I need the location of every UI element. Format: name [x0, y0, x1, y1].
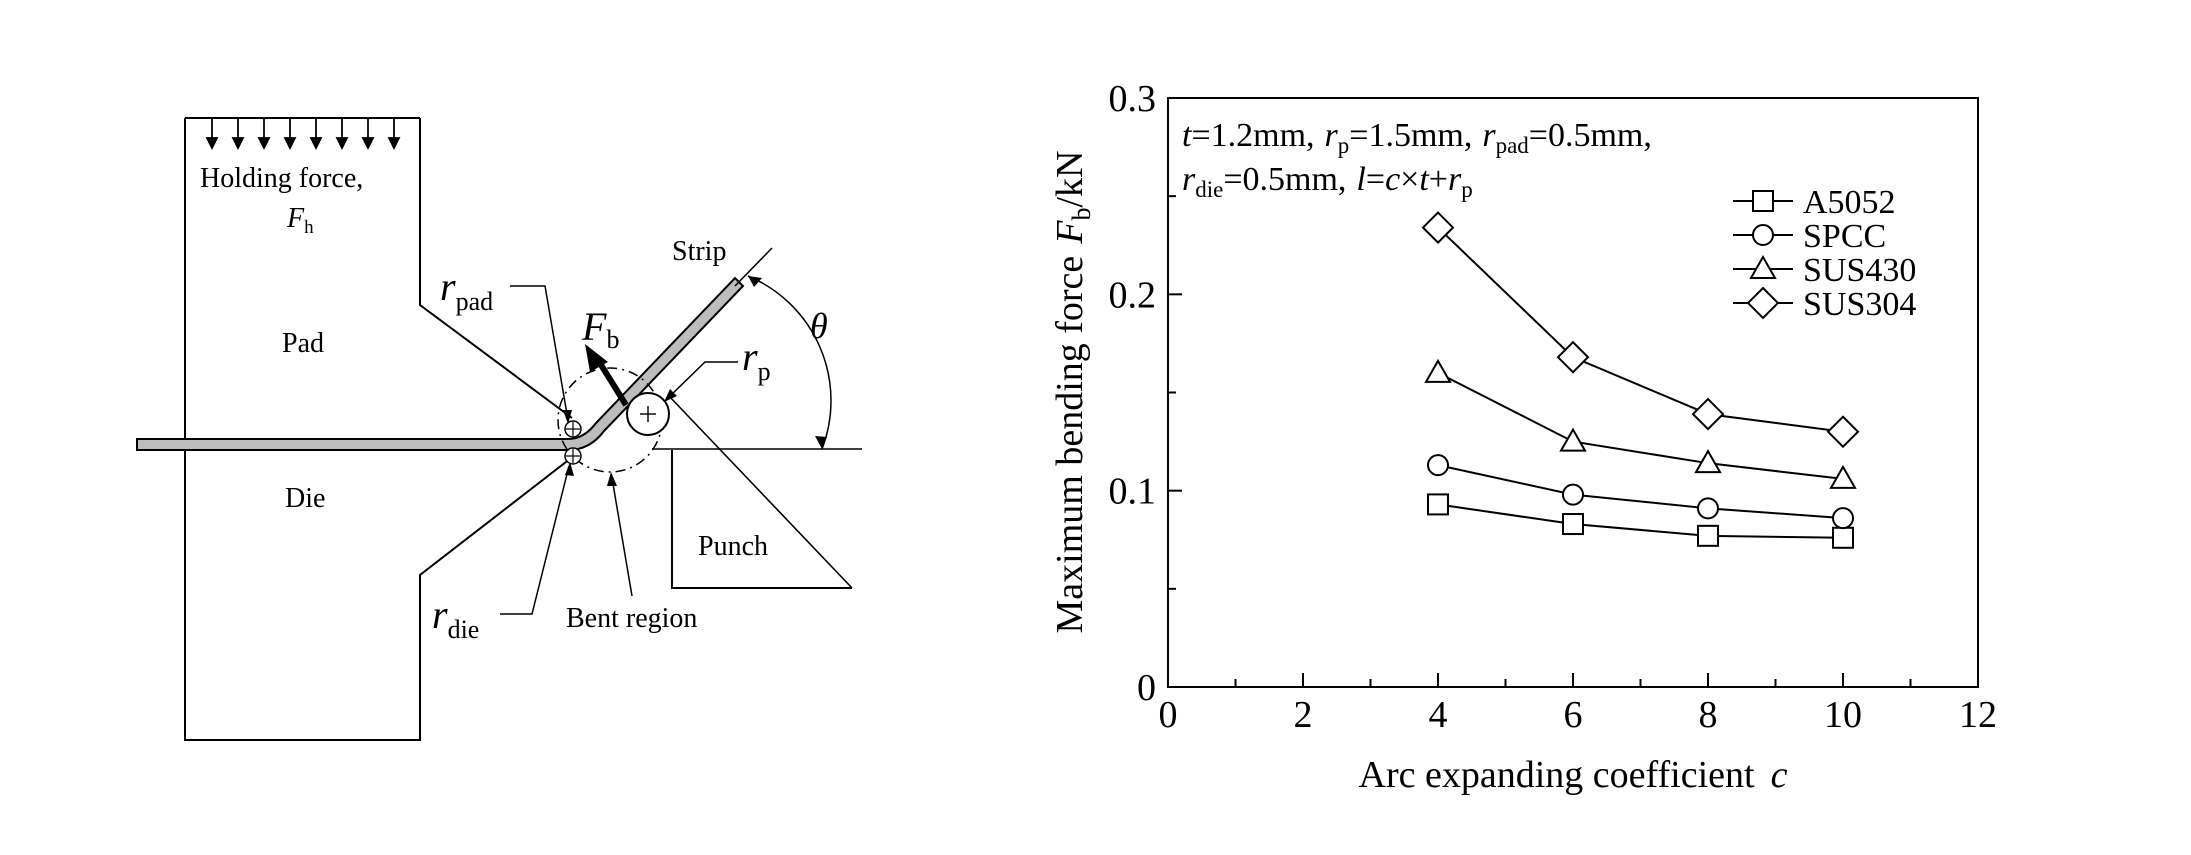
legend-entry: SUS304	[1803, 286, 1916, 323]
series-line-sus304	[1437, 226, 1844, 433]
y-tick-label: 0	[1137, 667, 1156, 709]
holding-force-symbol: Fh	[286, 203, 314, 238]
pad-label: Pad	[282, 328, 324, 359]
data-point-a5052	[1427, 493, 1449, 516]
series-line-spcc	[1437, 464, 1844, 520]
legend-marker	[1746, 286, 1780, 320]
legend-entry: SUS430	[1803, 252, 1916, 289]
bent-region-label: Bent region	[566, 603, 697, 634]
series-line-sus430	[1437, 371, 1844, 480]
rp-label: rp	[742, 334, 771, 386]
parameter-annotation-line1: t=1.2mm, rp=1.5mm, rpad=0.5mm,	[1182, 117, 1652, 158]
pad-outline	[184, 118, 576, 741]
data-point-sus304	[1421, 211, 1455, 244]
die-label: Die	[285, 483, 325, 514]
bending-force-chart: 0 2 4 6 8 10 12 0 0.1 0.2 0.3 Arc expanding coeff…	[1049, 78, 1997, 796]
data-point-spcc	[1697, 497, 1719, 520]
data-point-a5052	[1832, 526, 1854, 549]
pad-upper-outline	[419, 118, 573, 419]
data-point-a5052	[1697, 524, 1719, 547]
x-axis-ticks: 0 2 4 6 8 10 12	[1159, 673, 1997, 736]
x-tick-label: 6	[1564, 694, 1583, 736]
y-tick-label: 0.2	[1109, 274, 1157, 316]
rdie-leader	[500, 465, 570, 615]
parameter-annotation-line2: rdie=0.5mm, l=c×t+rp	[1182, 161, 1473, 202]
y-tick-label: 0.1	[1109, 471, 1157, 513]
y-axis-ticks: 0 0.1 0.2 0.3	[1109, 78, 1182, 709]
data-point-a5052	[1562, 513, 1584, 536]
bent-region-leader	[611, 477, 633, 597]
data-point-sus430	[1829, 464, 1857, 489]
holding-force-label: Holding force,	[200, 163, 363, 194]
strip-label: Strip	[672, 236, 726, 267]
data-point-sus430	[1424, 358, 1452, 383]
fb-arrowhead	[585, 344, 608, 372]
data-point-sus304	[1826, 415, 1860, 449]
rp-leader	[667, 361, 738, 399]
data-point-sus430	[1694, 449, 1722, 474]
series-lines	[1437, 226, 1844, 539]
data-point-spcc	[1427, 454, 1449, 477]
die-radius-marker	[564, 447, 582, 465]
holding-force-arrows	[205, 118, 401, 151]
pad-radius-marker	[564, 420, 582, 438]
x-tick-label: 10	[1824, 694, 1862, 736]
punch-slope	[667, 394, 853, 589]
theta-arc	[747, 275, 832, 450]
series-line-a5052	[1437, 503, 1844, 539]
x-tick-label: 8	[1699, 694, 1718, 736]
y-tick-label: 0.3	[1109, 78, 1157, 120]
y-axis-label: Maximum bending forceFb/kN	[1049, 150, 1096, 633]
x-tick-label: 0	[1159, 694, 1178, 736]
rpad-leader	[510, 285, 569, 421]
legend-entry: SPCC	[1803, 218, 1886, 255]
data-point-spcc	[1562, 483, 1584, 506]
legend-marker	[1752, 224, 1774, 246]
fb-arrow	[595, 358, 629, 407]
rdie-label: rdie	[432, 592, 479, 644]
data-point-sus304	[1556, 340, 1590, 374]
rpad-label: rpad	[440, 264, 493, 316]
theta-label: θ	[810, 306, 828, 346]
legend-marker	[1749, 254, 1777, 279]
punch-outline	[671, 450, 852, 589]
legend-marker	[1752, 190, 1774, 212]
fb-label: Fb	[581, 304, 619, 354]
strip-extension-line	[734, 247, 773, 287]
bending-diagram: Holding force, Fh Pad Die Strip Punch Be…	[136, 117, 862, 741]
theta-arrow-bottom	[815, 436, 827, 449]
x-axis-label: Arc expanding coefficient c	[1359, 754, 1788, 796]
legend-entry: A5052	[1803, 184, 1896, 221]
x-tick-label: 4	[1429, 694, 1448, 736]
x-tick-label: 12	[1959, 694, 1997, 736]
data-point-sus304	[1691, 397, 1725, 431]
data-point-spcc	[1832, 507, 1854, 530]
x-tick-label: 2	[1294, 694, 1313, 736]
series-markers	[1421, 211, 1860, 549]
data-point-sus430	[1559, 427, 1587, 452]
punch-label: Punch	[698, 531, 768, 562]
theta-arrow-top	[748, 276, 762, 287]
